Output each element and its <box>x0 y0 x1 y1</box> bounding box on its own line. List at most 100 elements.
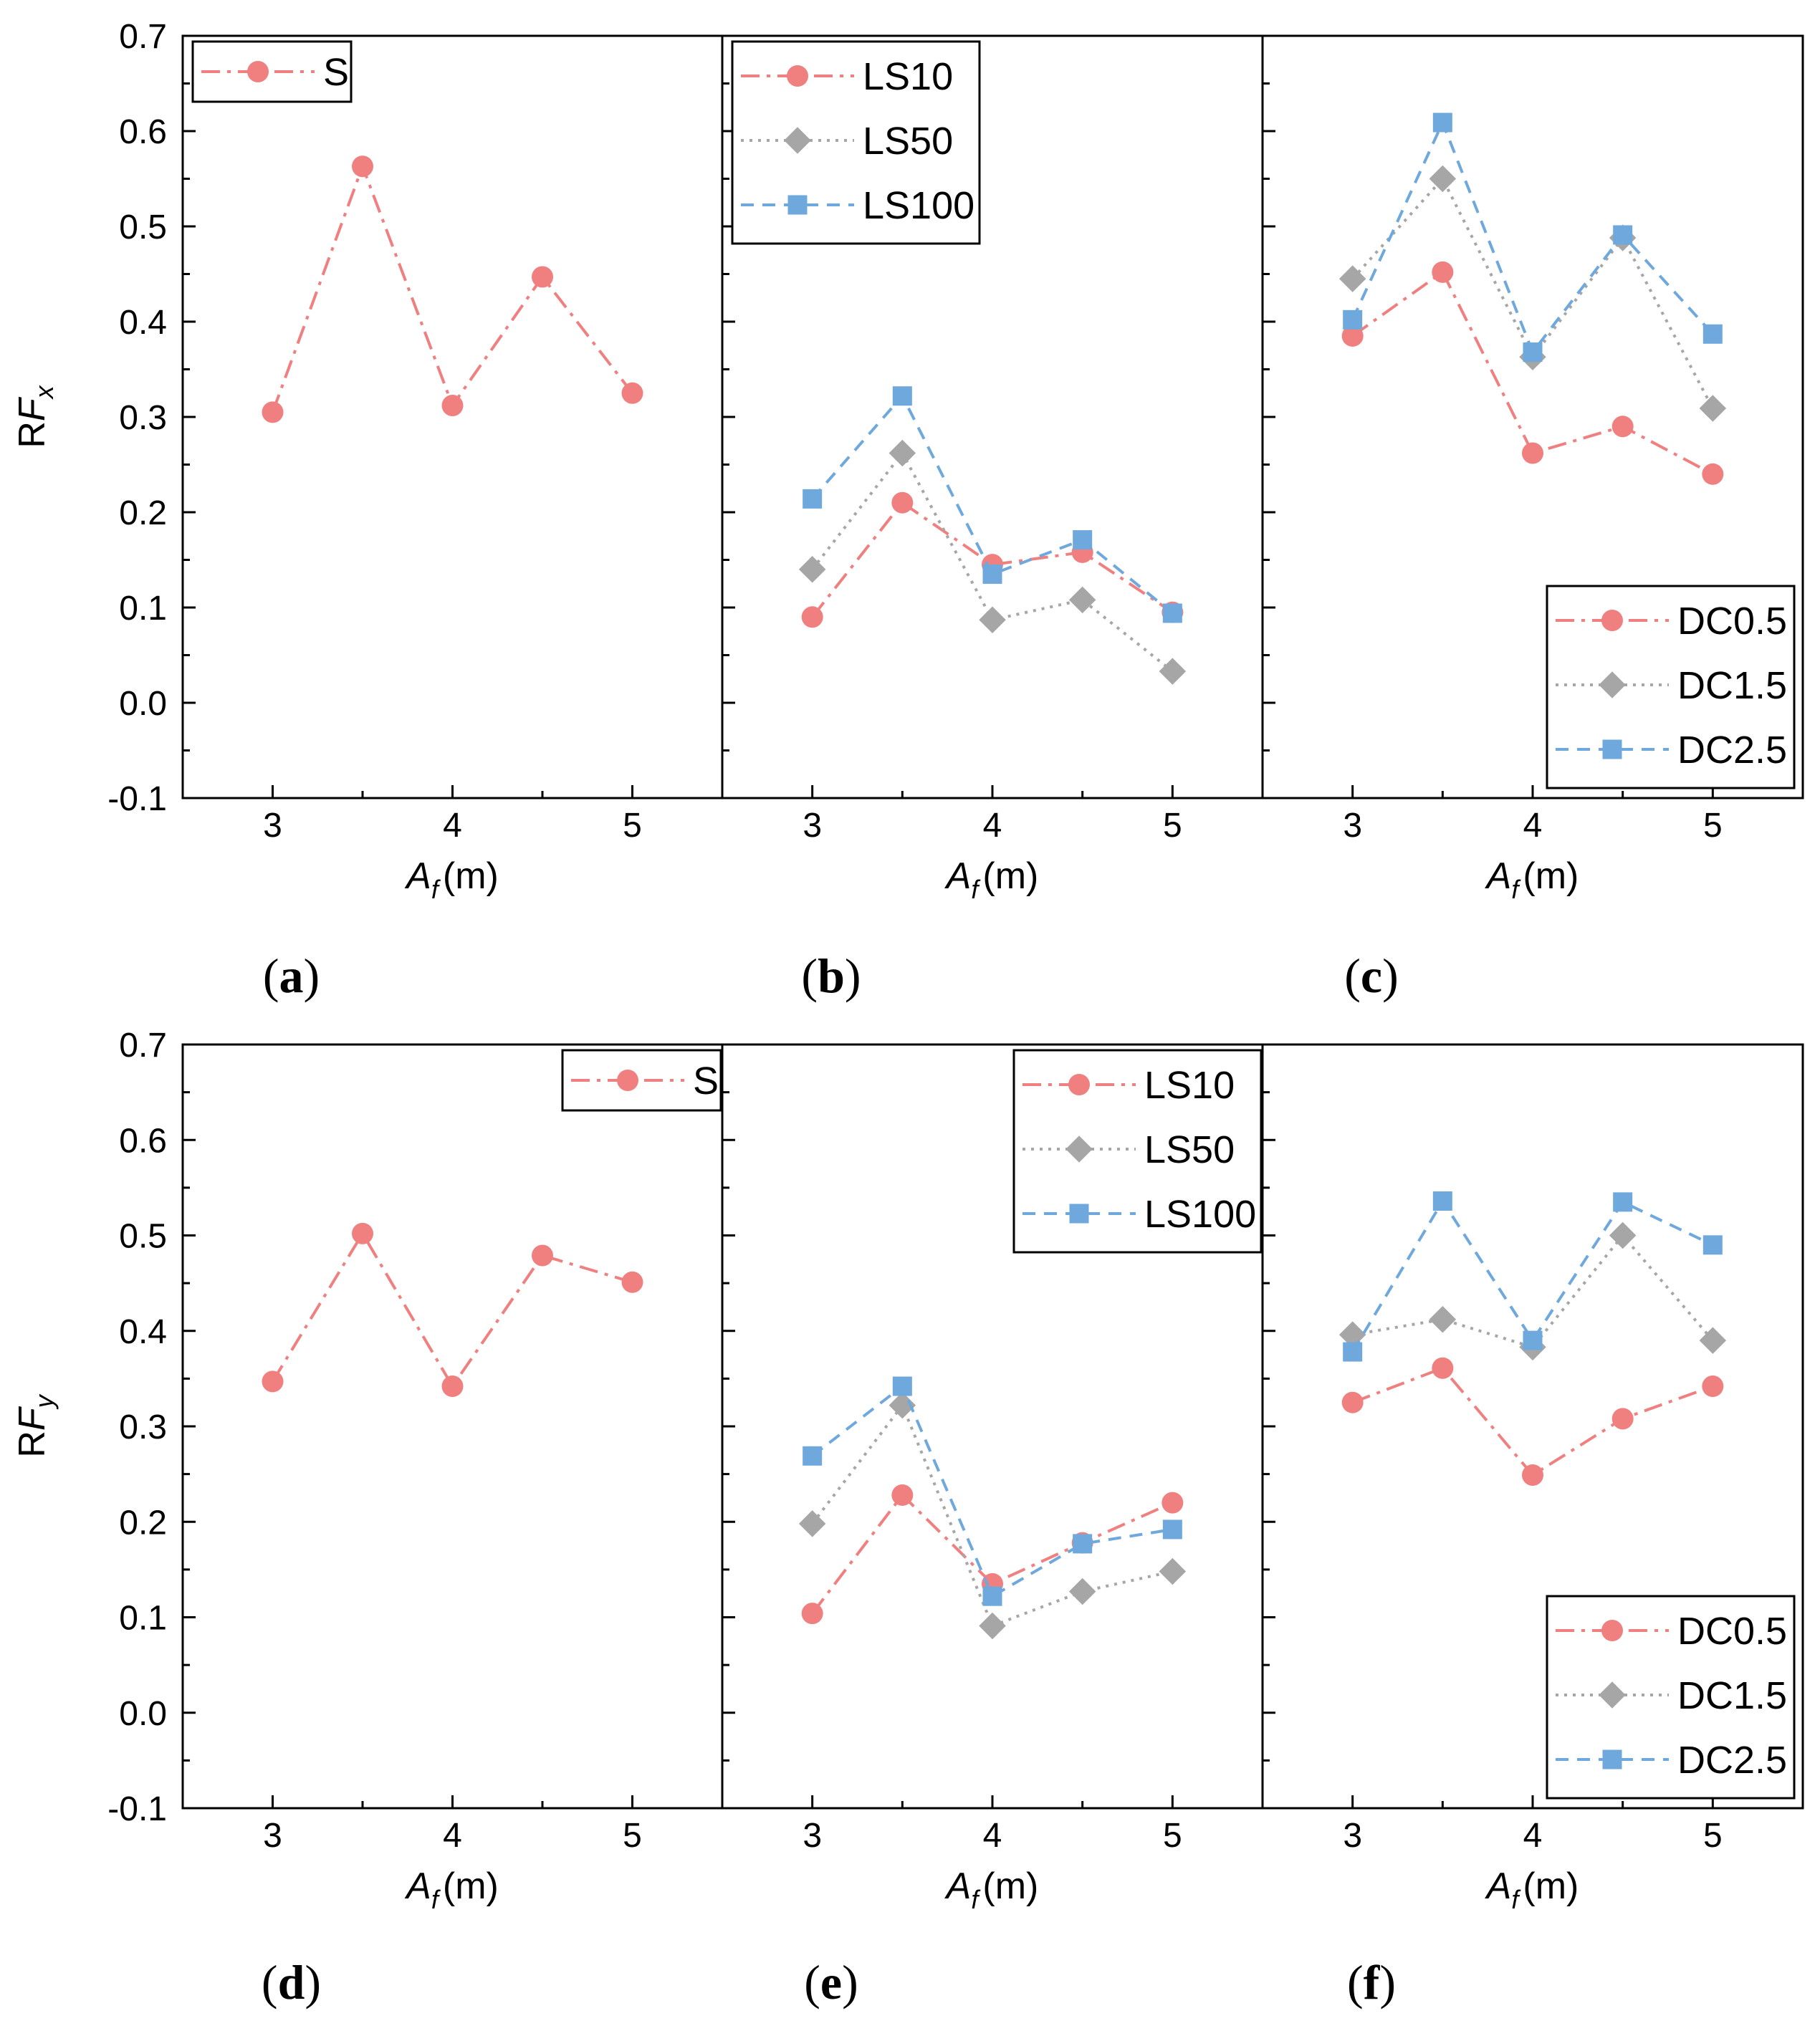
legend-entry: S <box>571 1060 719 1103</box>
y-tick-label: 0.7 <box>119 18 167 56</box>
x-tick-label: 3 <box>1343 807 1362 845</box>
y-tick-label: 0.3 <box>119 399 167 437</box>
data-point <box>979 1612 1006 1640</box>
panel-d-y-ticks <box>183 1043 196 1810</box>
legend-label: LS10 <box>863 55 953 98</box>
y-axis-title-italic: F <box>11 396 53 421</box>
panel-label-letter: a <box>279 949 304 1003</box>
y-axis-title: RFx <box>11 384 59 448</box>
series-line <box>1351 1198 1714 1353</box>
series-line <box>1351 118 1714 355</box>
legend: S <box>191 40 353 103</box>
panel-label-close: ) <box>845 949 861 1003</box>
y-axis-title: RFy <box>11 1393 59 1457</box>
data-point <box>1432 112 1452 133</box>
y-tick-label: -0.1 <box>107 780 167 818</box>
series-ls50 <box>798 439 1187 685</box>
data-point <box>621 1271 643 1293</box>
panel-e-y-ticks <box>722 1043 735 1810</box>
panel-c-y-ticks <box>1263 34 1275 799</box>
x-axis-title: Af (m) <box>1485 855 1579 904</box>
panel-label-letter: d <box>278 1955 305 2009</box>
panel-e: 3 4 5 Af (m) (e) LS10 LS50 LS100 <box>721 1043 1264 2009</box>
legend-label: LS50 <box>1144 1128 1235 1171</box>
legend-entry: S <box>201 51 349 94</box>
series-line <box>1352 1233 1714 1349</box>
data-point <box>798 1510 826 1537</box>
y-tick-label: 0.3 <box>119 1408 167 1446</box>
series-ls100 <box>803 386 1182 623</box>
data-point <box>1522 442 1543 464</box>
data-point <box>262 401 284 423</box>
data-point <box>1702 1375 1724 1398</box>
panel-d-frame <box>181 1043 724 1810</box>
legend-marker <box>1599 1681 1626 1709</box>
data-point <box>532 266 553 288</box>
legend-entry: LS100 <box>741 184 974 227</box>
panel-label-open: ( <box>263 949 279 1003</box>
series-line <box>271 162 634 413</box>
panel-label-letter: f <box>1364 1955 1381 2009</box>
legend-marker <box>1601 610 1623 631</box>
legend-label: S <box>323 51 349 94</box>
data-point <box>1613 225 1633 245</box>
data-point <box>1162 1519 1182 1540</box>
panel-label-letter: c <box>1361 949 1382 1003</box>
data-point <box>889 439 916 467</box>
y-tick-label: 0.0 <box>119 685 167 723</box>
legend-marker <box>1601 1620 1623 1641</box>
legend-marker <box>1068 1074 1090 1095</box>
panel-label: (a) <box>263 949 320 1003</box>
data-point <box>982 564 1002 584</box>
panel-label: (e) <box>804 1955 858 2009</box>
data-point <box>1702 1235 1723 1255</box>
x-axis-title-var: A <box>944 855 972 897</box>
data-point <box>1343 309 1363 330</box>
x-tick-label: 4 <box>983 1817 1002 1855</box>
x-axis-title-sub: f <box>431 875 441 904</box>
panel-label: (f) <box>1347 1955 1396 2009</box>
x-axis-title-unit: (m) <box>1523 1865 1579 1907</box>
panel-b-y-ticks <box>722 34 735 799</box>
legend-label: DC2.5 <box>1677 1739 1787 1782</box>
x-axis-title-unit: (m) <box>443 855 499 897</box>
data-point <box>1702 324 1723 344</box>
legend-marker <box>787 65 808 87</box>
data-point <box>1429 165 1457 193</box>
data-point <box>1343 1342 1363 1362</box>
series-line <box>271 1230 633 1389</box>
panel-label-close: ) <box>842 1955 858 2009</box>
y-tick-label: 0.2 <box>119 1504 167 1542</box>
legend-entry: DC2.5 <box>1556 729 1787 772</box>
x-axis-title-var: A <box>1485 1865 1512 1907</box>
x-axis-title-unit: (m) <box>982 855 1038 897</box>
x-axis-title-sub: f <box>971 1885 981 1914</box>
data-point <box>1702 463 1724 485</box>
legend: S <box>561 1049 722 1112</box>
x-tick-label: 5 <box>1703 1817 1723 1855</box>
y-tick-label: 0.4 <box>119 1313 167 1351</box>
x-axis-title-var: A <box>1485 855 1512 897</box>
panel-label: (d) <box>262 1955 321 2009</box>
data-point <box>1162 603 1182 623</box>
panel-d-x-ticks <box>272 1795 633 1808</box>
x-tick-label: 4 <box>983 807 1002 845</box>
y-tick-label: 0.5 <box>119 208 167 246</box>
x-axis-title-var: A <box>944 1865 972 1907</box>
data-point <box>1068 1578 1096 1605</box>
data-point <box>352 1222 373 1244</box>
data-point <box>1611 1408 1634 1430</box>
series-dc2.5 <box>1343 1191 1723 1362</box>
x-axis-title-var: A <box>404 1865 431 1907</box>
series-dc0.5 <box>1341 261 1724 485</box>
data-point <box>1162 1492 1184 1514</box>
series-ls50 <box>798 1391 1187 1640</box>
x-axis-title: Af (m) <box>1485 1865 1579 1914</box>
legend-label: LS100 <box>1144 1193 1256 1236</box>
legend-marker <box>617 1070 638 1091</box>
x-axis-title-unit: (m) <box>1523 855 1579 897</box>
legend-box <box>1012 1049 1263 1254</box>
x-tick-label: 4 <box>1523 1817 1543 1855</box>
